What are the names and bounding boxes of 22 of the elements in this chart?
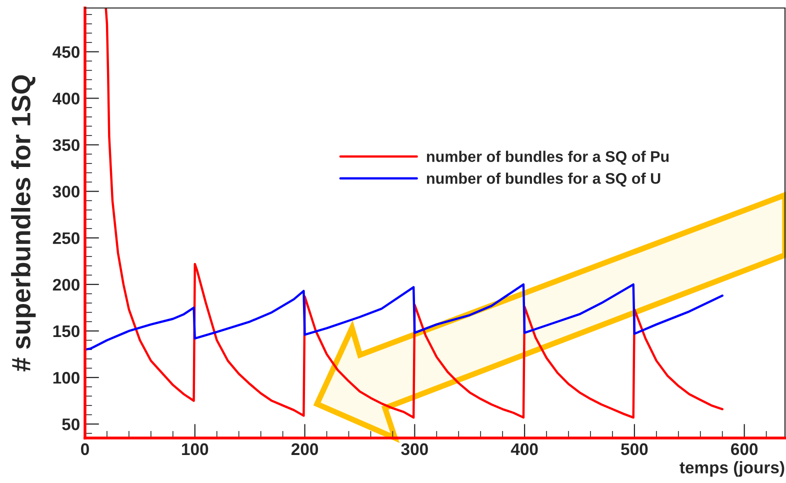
line-series bbox=[104, 8, 724, 419]
y-tick-label: 250 bbox=[52, 232, 80, 244]
legend-label: number of bundles for a SQ of Pu bbox=[426, 150, 669, 165]
x-axis-title: temps (jours) bbox=[680, 461, 784, 477]
x-tick-label: 300 bbox=[401, 443, 428, 456]
y-tick-label: 150 bbox=[53, 325, 80, 338]
legend-label: number of bundles for a SQ of U bbox=[426, 172, 660, 187]
x-tick-label: 600 bbox=[731, 443, 758, 456]
y-tick-label: 200 bbox=[52, 278, 80, 291]
y-tick-label: 300 bbox=[52, 186, 80, 198]
y-tick-label: 350 bbox=[52, 139, 80, 152]
y-tick-label: 400 bbox=[52, 92, 80, 104]
x-tick-label: 400 bbox=[510, 443, 538, 456]
x-tick-label: 500 bbox=[621, 443, 648, 456]
y-tick-label: 50 bbox=[62, 418, 80, 430]
x-tick-label: 0 bbox=[81, 443, 89, 456]
x-tick-label: 100 bbox=[182, 443, 208, 456]
y-tick-label: 450 bbox=[52, 46, 80, 58]
x-tick-label: 200 bbox=[291, 443, 318, 456]
y-tick-label: 100 bbox=[53, 372, 80, 384]
line-series bbox=[85, 283, 724, 351]
y-axis-title: # superbundles for 1SQ bbox=[11, 75, 36, 372]
